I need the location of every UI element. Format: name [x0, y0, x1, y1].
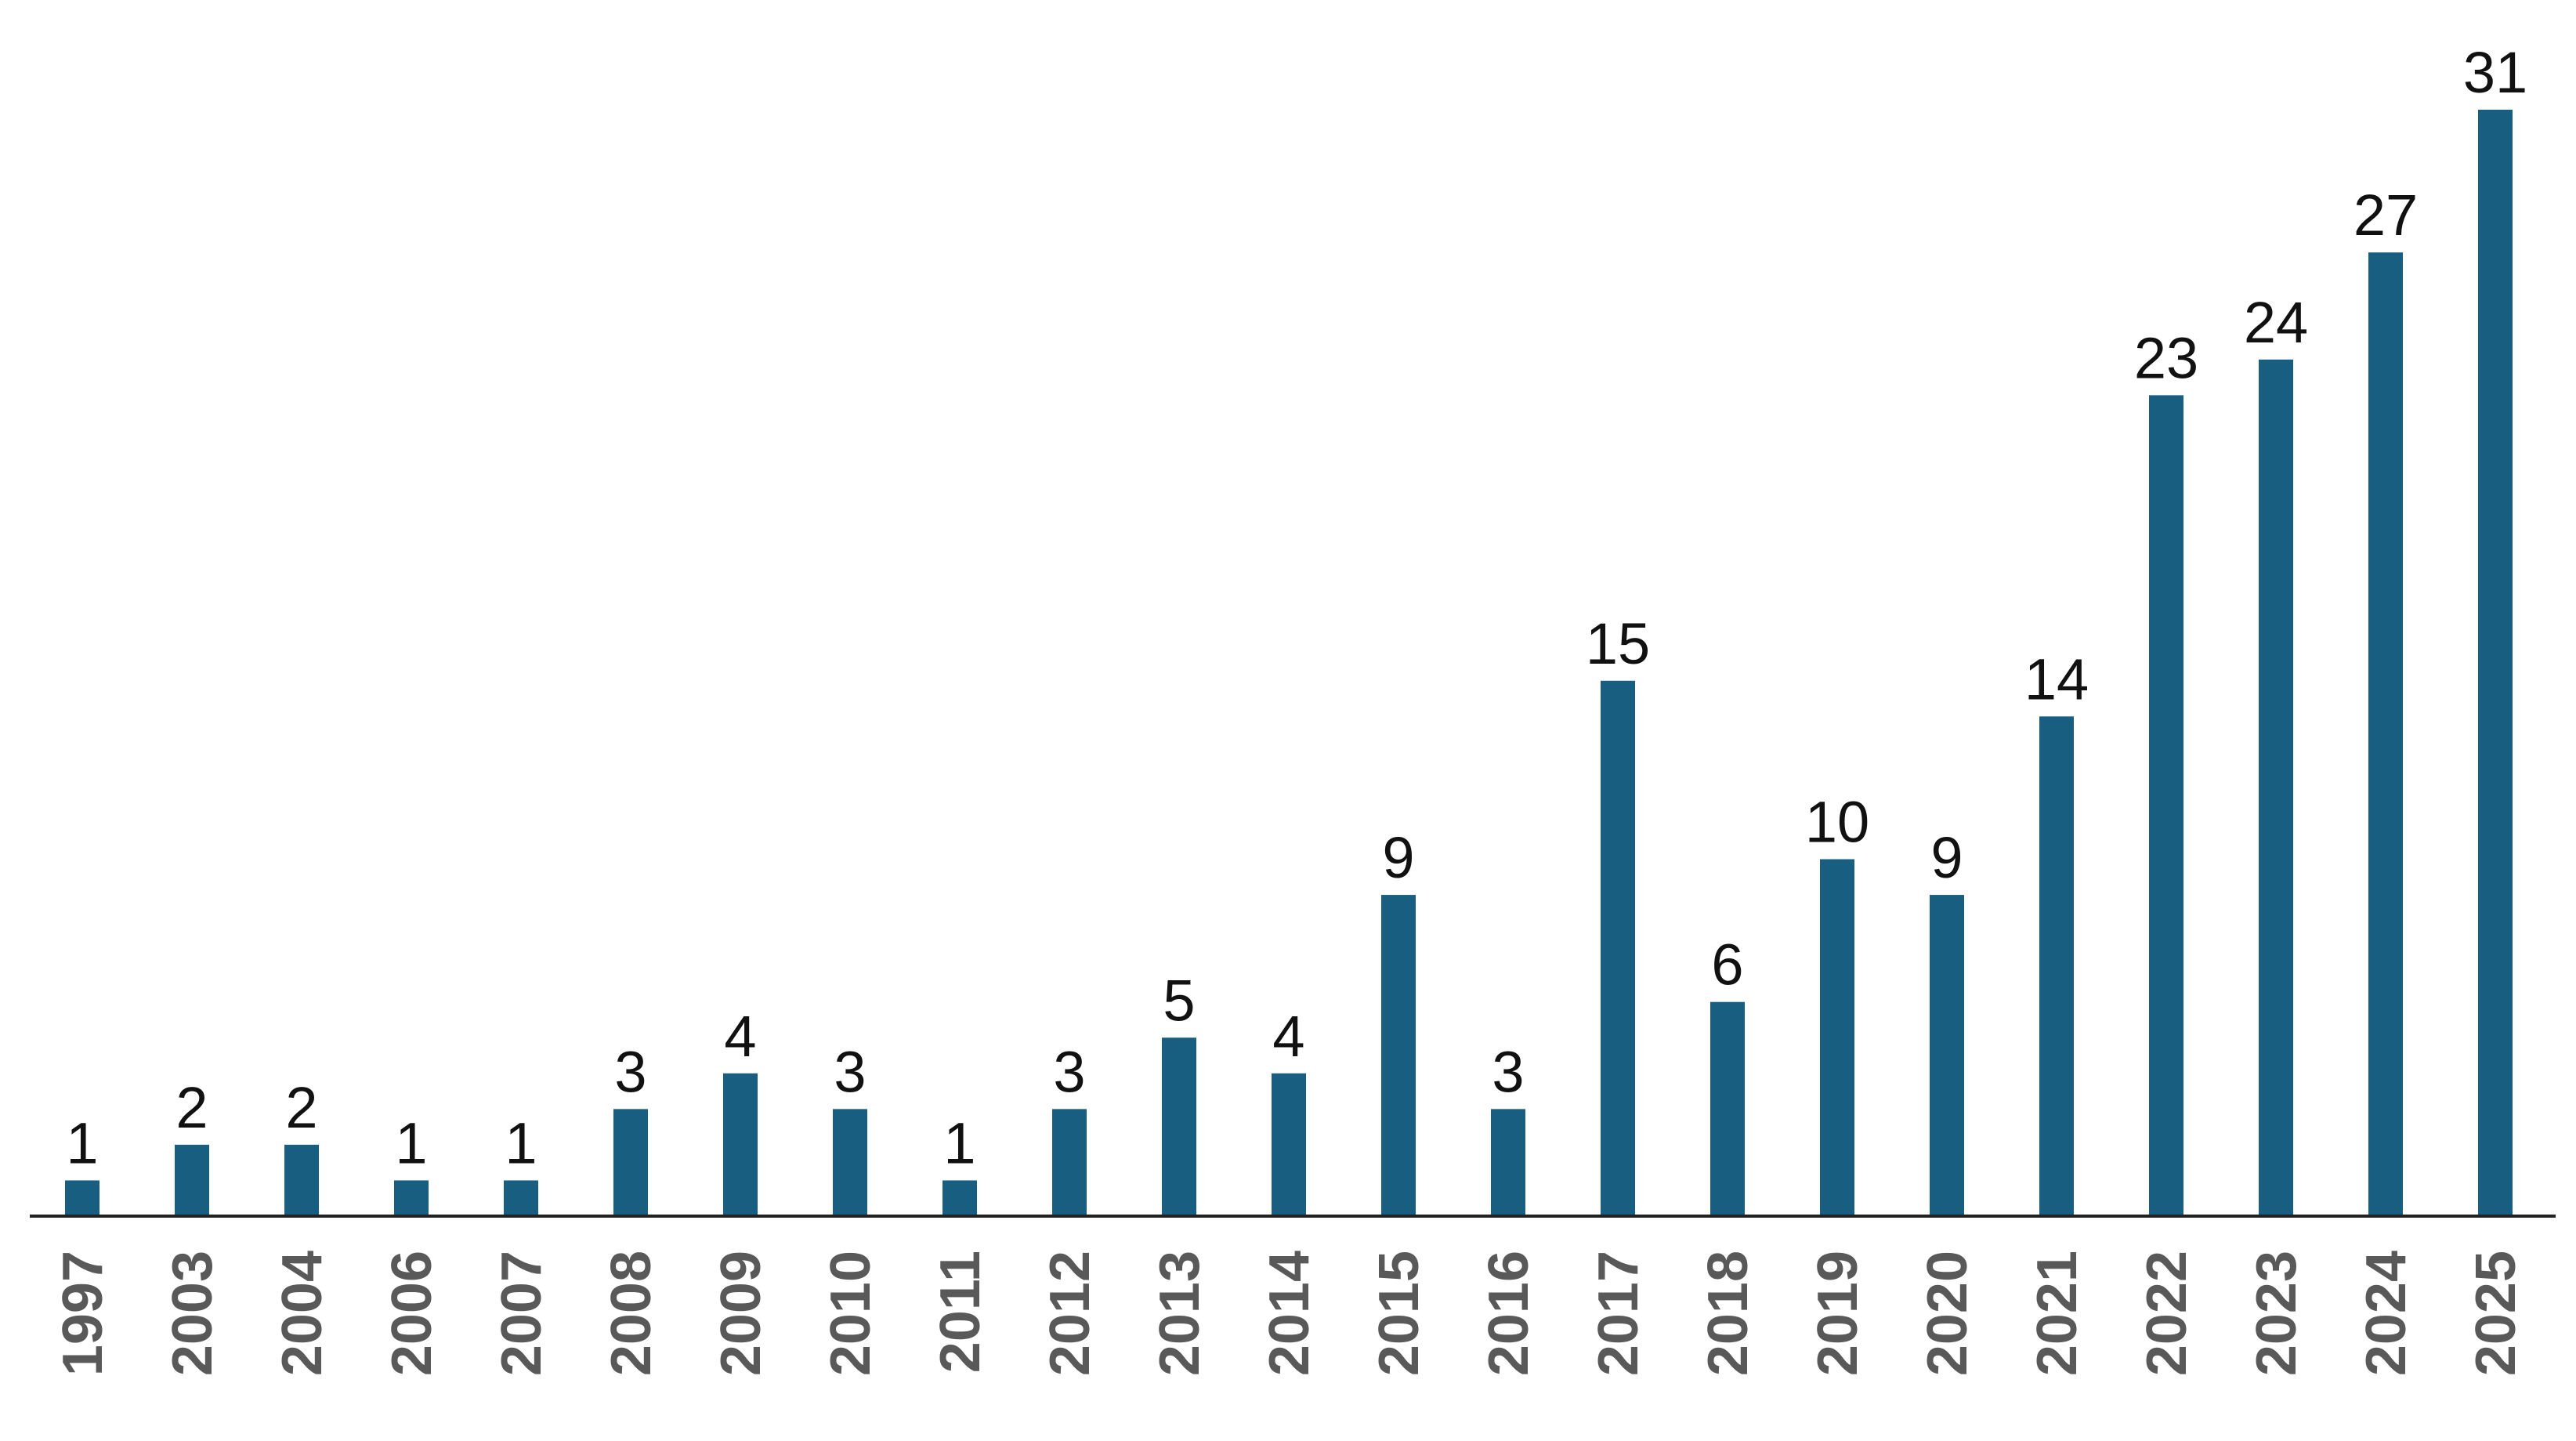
- bar: [1052, 1109, 1087, 1216]
- bar: [1601, 680, 1635, 1216]
- bar: [65, 1180, 99, 1216]
- value-label: 3: [1492, 1039, 1524, 1104]
- bar: [1162, 1037, 1196, 1216]
- x-tick-label: 2017: [1587, 1251, 1650, 1376]
- x-tick-label: 2019: [1807, 1251, 1869, 1376]
- x-tick-label: 2004: [271, 1251, 334, 1376]
- x-tick-label: 2025: [2465, 1251, 2527, 1376]
- bar: [1381, 895, 1416, 1216]
- bar: [1820, 859, 1854, 1216]
- value-label: 3: [1053, 1039, 1085, 1104]
- value-label: 10: [1805, 790, 1869, 855]
- bar: [613, 1109, 648, 1216]
- x-tick-label: 1997: [52, 1251, 114, 1376]
- value-label: 6: [1711, 932, 1743, 997]
- value-label: 2: [285, 1075, 317, 1140]
- bar: [2478, 110, 2513, 1216]
- value-label: 14: [2024, 646, 2089, 711]
- x-tick-label: 2012: [1039, 1251, 1102, 1376]
- bar: [2039, 716, 2074, 1216]
- bar: [2149, 395, 2183, 1216]
- value-label: 5: [1163, 968, 1195, 1033]
- value-label: 1: [66, 1110, 98, 1175]
- value-label: 9: [1382, 825, 1414, 890]
- x-tick-label: 2022: [2136, 1251, 2198, 1376]
- bar: [1710, 1001, 1745, 1216]
- x-tick-label: 2011: [929, 1251, 992, 1373]
- bar: [833, 1109, 867, 1216]
- bar: [284, 1144, 319, 1216]
- x-tick-label: 2008: [600, 1251, 663, 1376]
- value-label: 31: [2463, 40, 2527, 105]
- value-label: 4: [1272, 1004, 1304, 1069]
- x-tick-label: 2016: [1478, 1251, 1540, 1376]
- bar: [2368, 252, 2403, 1216]
- bar: [1930, 895, 1964, 1216]
- x-tick-label: 2023: [2245, 1251, 2308, 1376]
- x-tick-label: 2003: [161, 1251, 224, 1376]
- x-tick-label: 2007: [490, 1251, 553, 1376]
- bar: [942, 1180, 977, 1216]
- bar: [394, 1180, 429, 1216]
- bar: [504, 1180, 538, 1216]
- x-tick-label: 2021: [2026, 1251, 2089, 1376]
- x-tick-label: 2009: [710, 1251, 772, 1376]
- value-label: 27: [2353, 183, 2418, 248]
- x-tick-label: 2018: [1697, 1251, 1760, 1376]
- value-label: 1: [943, 1110, 975, 1175]
- value-label: 1: [395, 1110, 427, 1175]
- x-tick-label: 2013: [1149, 1251, 1211, 1376]
- x-tick-label: 2024: [2355, 1251, 2418, 1376]
- x-tick-label: 2020: [1916, 1251, 1979, 1376]
- value-label: 9: [1930, 825, 1963, 890]
- x-tick-label: 2010: [819, 1251, 882, 1376]
- bar: [175, 1144, 209, 1216]
- value-label: 3: [834, 1039, 866, 1104]
- value-label: 23: [2134, 325, 2198, 390]
- x-tick-label: 2006: [381, 1251, 443, 1376]
- value-label: 1: [505, 1110, 537, 1175]
- bar: [2259, 359, 2293, 1216]
- bar: [1272, 1073, 1306, 1216]
- value-label: 4: [724, 1004, 756, 1069]
- x-tick-label: 2015: [1368, 1251, 1431, 1376]
- bar: [1491, 1109, 1525, 1216]
- value-label: 15: [1586, 611, 1650, 676]
- value-label: 24: [2244, 290, 2308, 355]
- value-label: 2: [175, 1075, 208, 1140]
- bar: [723, 1073, 758, 1216]
- x-tick-label: 2014: [1258, 1251, 1321, 1376]
- value-label: 3: [614, 1039, 646, 1104]
